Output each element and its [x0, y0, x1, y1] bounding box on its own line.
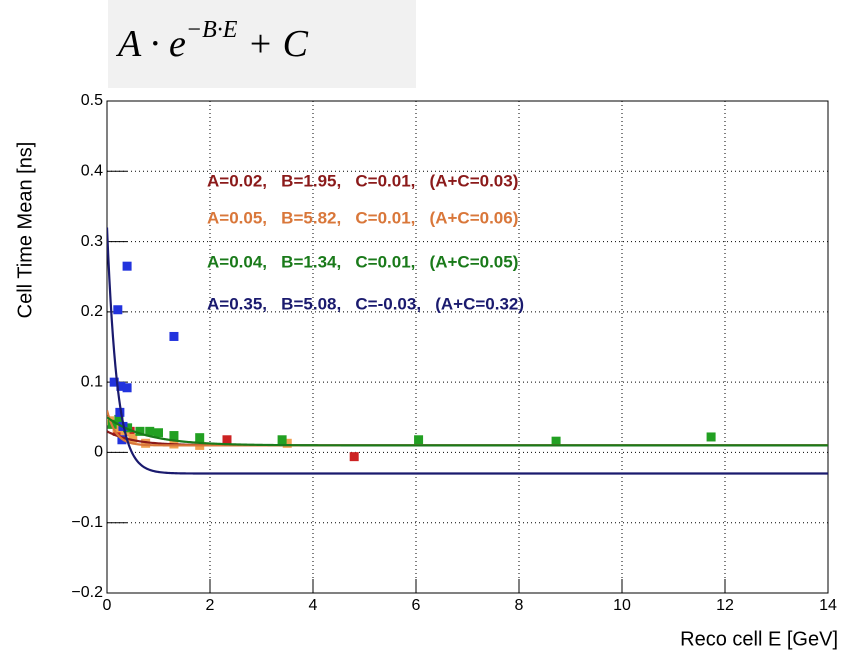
- point: [169, 431, 179, 441]
- point: [112, 423, 122, 433]
- x-tick-label: 8: [515, 597, 524, 614]
- point: [282, 438, 292, 448]
- point: [145, 426, 155, 436]
- point: [116, 381, 126, 391]
- y-tick-label: 0.2: [81, 303, 103, 320]
- point: [114, 414, 124, 424]
- y-tick-label: 0.1: [81, 373, 103, 390]
- x-axis-label: Reco cell E [GeV]: [680, 628, 838, 650]
- formula: A · e−B·E + C: [115, 17, 309, 65]
- point: [135, 426, 145, 436]
- x-tick-label: 10: [613, 597, 631, 614]
- formula-tail: + C: [247, 23, 308, 65]
- y-axis-label: Cell Time Mean [ns]: [14, 142, 36, 319]
- point: [128, 433, 138, 443]
- point: [169, 331, 179, 341]
- x-tick-label: 4: [309, 597, 318, 614]
- fit-annotation: A=0.04, B=1.34, C=0.01, (A+C=0.05): [207, 252, 518, 271]
- y-tick-label: 0.5: [81, 92, 103, 109]
- point: [115, 407, 125, 417]
- x-tick-label: 6: [412, 597, 421, 614]
- data-layer: [107, 227, 828, 475]
- y-tick-label: −0.1: [71, 514, 103, 531]
- point: [122, 383, 132, 393]
- x-tick-label: 0: [103, 597, 112, 614]
- point: [113, 305, 123, 315]
- x-tick-label: 12: [716, 597, 734, 614]
- point: [195, 433, 205, 443]
- fit-annotation: A=0.35, B=5.08, C=-0.03, (A+C=0.32): [207, 294, 524, 313]
- point: [222, 435, 232, 445]
- point: [414, 435, 424, 445]
- formula-base: A · e: [115, 23, 186, 65]
- point: [109, 377, 119, 387]
- fit-annotation: A=0.05, B=5.82, C=0.01, (A+C=0.06): [207, 208, 518, 227]
- fit-curve: [107, 409, 828, 447]
- fit-curve: [107, 416, 828, 447]
- point: [551, 436, 561, 446]
- fit-annotation: A=0.02, B=1.95, C=0.01, (A+C=0.03): [207, 171, 518, 190]
- x-tick-label: 2: [206, 597, 215, 614]
- fit-curve: [107, 227, 828, 475]
- formula-exponent: −B·E: [186, 17, 238, 43]
- point: [706, 432, 716, 442]
- y-tick-label: −0.2: [71, 584, 103, 601]
- formula-box: [108, 0, 416, 88]
- y-tick-label: 0.3: [81, 233, 103, 250]
- point: [154, 428, 163, 438]
- point: [349, 452, 359, 462]
- y-tick-label: 0: [94, 444, 103, 461]
- y-tick-label: 0.4: [81, 163, 103, 180]
- point: [122, 261, 132, 271]
- point: [141, 438, 151, 448]
- point: [277, 435, 287, 445]
- x-tick-label: 14: [819, 597, 837, 614]
- plot-frame: [106, 100, 829, 594]
